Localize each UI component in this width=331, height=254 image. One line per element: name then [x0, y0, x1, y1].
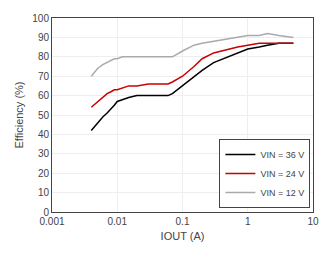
svg-text:Efficiency (%): Efficiency (%)	[13, 81, 25, 148]
svg-text:VIN = 24 V: VIN = 24 V	[260, 169, 304, 179]
svg-text:VIN = 12 V: VIN = 12 V	[260, 188, 304, 198]
svg-text:100: 100	[32, 13, 49, 24]
svg-text:60: 60	[38, 90, 50, 101]
svg-text:10: 10	[307, 216, 319, 227]
svg-text:50: 50	[38, 110, 50, 121]
svg-text:80: 80	[38, 51, 50, 62]
svg-text:0: 0	[43, 207, 49, 218]
svg-text:30: 30	[38, 148, 50, 159]
svg-text:90: 90	[38, 32, 50, 43]
svg-text:VIN = 36 V: VIN = 36 V	[260, 150, 304, 160]
svg-text:40: 40	[38, 129, 50, 140]
svg-text:IOUT (A): IOUT (A)	[161, 230, 205, 242]
svg-text:10: 10	[38, 187, 50, 198]
svg-text:1: 1	[245, 216, 251, 227]
svg-text:0.01: 0.01	[108, 216, 128, 227]
svg-text:70: 70	[38, 71, 50, 82]
svg-text:0.1: 0.1	[176, 216, 190, 227]
svg-text:0.001: 0.001	[39, 216, 64, 227]
svg-text:20: 20	[38, 168, 50, 179]
